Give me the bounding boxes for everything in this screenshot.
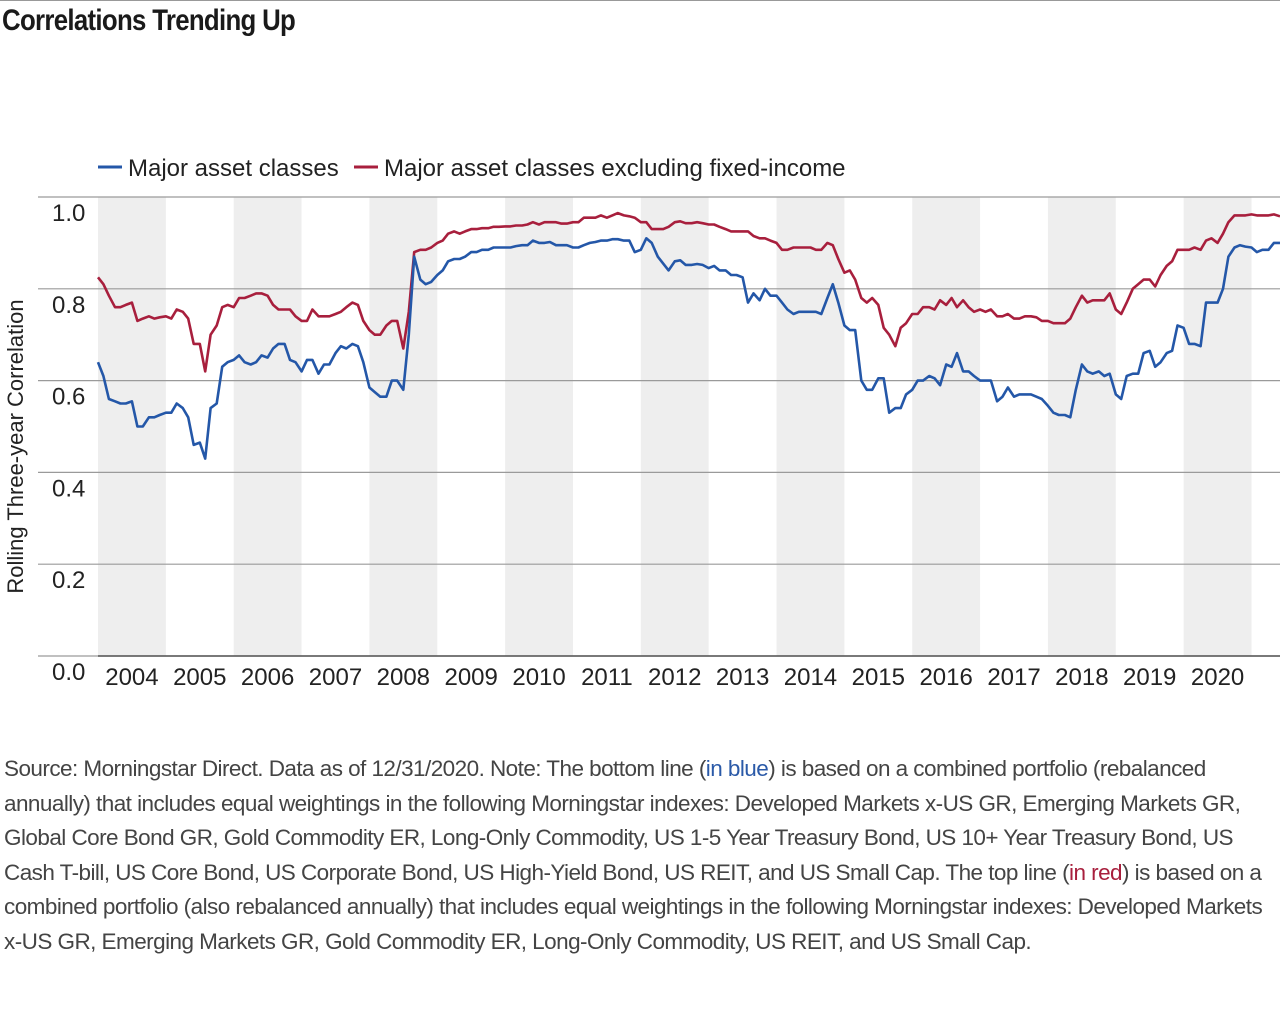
legend-item-excluding-fixed-income-label: Major asset classes excluding fixed-inco… [384,155,846,182]
footnote-part1: Source: Morningstar Direct. Data as of 1… [4,756,706,781]
y-tick-label-0.0: 0.0 [52,659,85,686]
year-band-2012 [640,197,709,656]
y-tick-label-0.2: 0.2 [52,567,85,594]
chart-title: Correlations Trending Up [2,4,296,37]
x-tick-label-2019: 2019 [1123,664,1176,691]
footnote-part3: ) is based on a combined portfolio (also… [4,859,1263,954]
y-tick-label-0.4: 0.4 [52,475,85,502]
year-band-2010 [505,197,573,656]
footnote-red-label: in red [1069,859,1123,885]
year-band-2016 [912,197,981,656]
y-axis-title: Rolling Three-year Correlation [3,299,28,593]
x-tick-label-2014: 2014 [784,664,837,691]
series-line-excluding-fixed-income [96,211,1280,373]
x-tick-label-2011: 2011 [581,664,633,691]
year-band-2018 [1047,197,1116,656]
x-tick-label-2005: 2005 [173,664,226,691]
y-tick-label-0.8: 0.8 [52,292,85,319]
x-tick-label-2008: 2008 [377,664,430,691]
year-band-2004 [98,197,166,656]
x-tick-label-2018: 2018 [1055,664,1108,691]
y-tick-label-0.6: 0.6 [52,384,85,411]
y-tick-label-1.0: 1.0 [52,200,85,227]
x-tick-label-2015: 2015 [852,664,905,691]
series-line-major-asset-classes [96,237,1280,460]
footnote-part2: ) is based on a combined portfolio (reba… [4,756,1241,885]
x-tick-label-2016: 2016 [919,664,972,691]
x-tick-label-2007: 2007 [309,664,362,691]
x-tick-label-2013: 2013 [716,664,769,691]
footnote-blue-label: in blue [705,756,769,781]
year-band-2008 [369,197,438,656]
x-tick-label-2009: 2009 [444,664,497,691]
line-chart: 0.0 0.2 0.4 0.6 0.8 1.0 2004 2005 2006 2007 2008 20… [3,155,1280,691]
top-rule [0,0,1280,1]
legend-item-major-asset-classes-label: Major asset classes [128,155,339,182]
x-tick-label-2020: 2020 [1191,664,1244,691]
year-band-2020 [1183,197,1252,656]
x-tick-label-2006: 2006 [241,664,294,691]
year-band-2006 [233,197,302,656]
year-band-2014 [776,197,845,656]
x-tick-label-2017: 2017 [987,664,1040,691]
x-tick-label-2010: 2010 [512,664,565,691]
source-footnote: Source: Morningstar Direct. Data as of 1… [4,752,1276,959]
x-tick-label-2012: 2012 [648,664,701,691]
x-tick-label-2004: 2004 [105,664,158,691]
